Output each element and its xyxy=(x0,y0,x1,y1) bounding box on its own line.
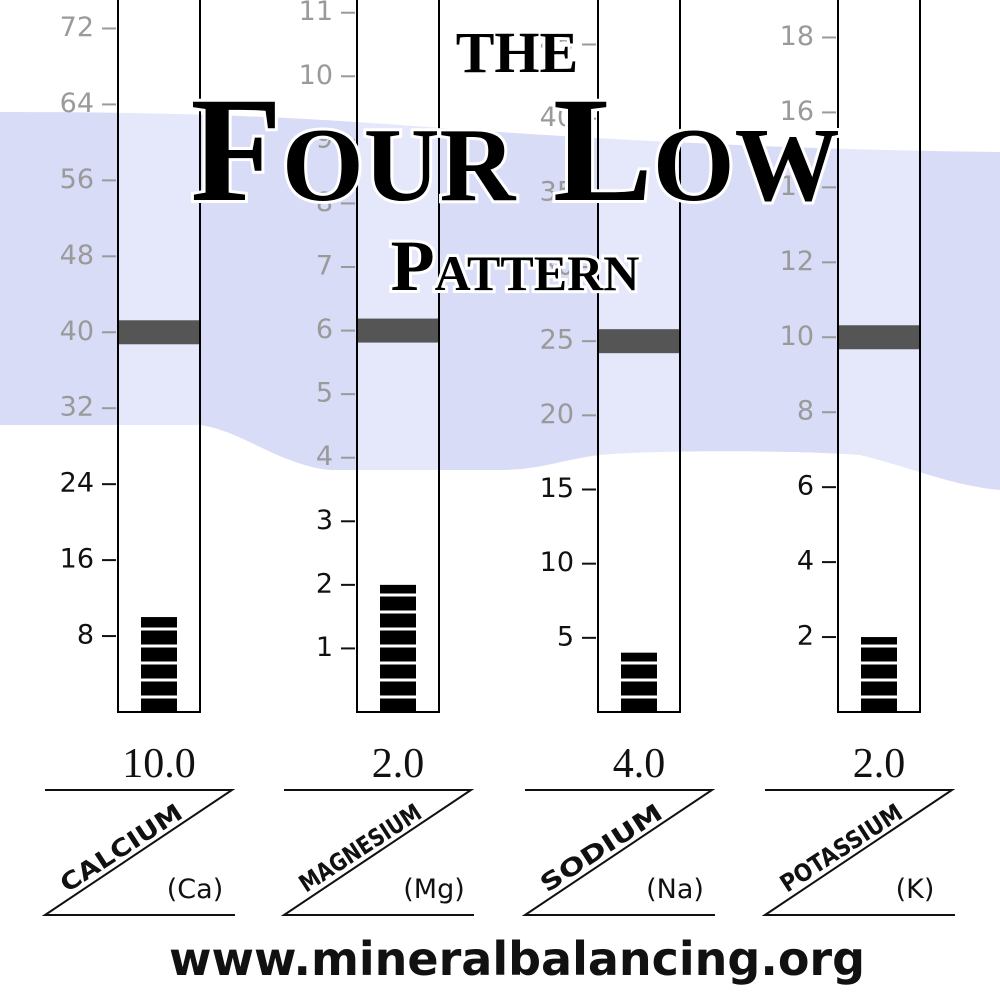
title-main: Four Low xyxy=(190,67,839,233)
mineral-symbol: (Mg) xyxy=(403,874,465,905)
y-tick-label: 15 xyxy=(540,473,574,504)
bar xyxy=(380,584,416,712)
name-frame xyxy=(521,789,716,916)
y-tick-label: 5 xyxy=(316,378,333,409)
y-tick-label: 10 xyxy=(540,547,574,578)
ideal-band xyxy=(119,320,199,345)
value-label: 2.0 xyxy=(853,741,906,787)
y-tick-label: 20 xyxy=(540,399,574,430)
y-tick-label: 4 xyxy=(316,441,333,472)
y-tick-label: 24 xyxy=(60,468,94,499)
y-tick-label: 5 xyxy=(557,621,574,652)
y-tick-label: 12 xyxy=(780,246,814,277)
y-tick-label: 6 xyxy=(797,471,814,502)
name-frame xyxy=(41,789,236,916)
ideal-band xyxy=(358,318,438,343)
y-tick-label: 2 xyxy=(316,568,333,599)
y-tick-label: 48 xyxy=(60,240,94,271)
y-tick-label: 6 xyxy=(316,314,333,345)
y-tick-label: 18 xyxy=(780,21,814,52)
blue-band xyxy=(0,112,1000,490)
name-frame xyxy=(761,789,956,916)
y-tick-label: 40 xyxy=(540,102,574,133)
y-tick-label: 30 xyxy=(540,251,574,282)
y-tick-label: 14 xyxy=(780,171,814,202)
y-tick-label: 16 xyxy=(780,96,814,127)
y-tick-label: 8 xyxy=(316,187,333,218)
y-tick-label: 10 xyxy=(299,60,333,91)
mineral-symbol: (Ca) xyxy=(167,874,223,905)
y-tick-label: 56 xyxy=(60,164,94,195)
y-tick-label: 9 xyxy=(316,123,333,154)
mineral-symbol: (K) xyxy=(896,874,935,905)
y-tick-label: 32 xyxy=(60,392,94,423)
value-label: 10.0 xyxy=(122,741,196,787)
y-tick-label: 40 xyxy=(60,316,94,347)
ideal-band xyxy=(839,325,919,350)
gauge-box xyxy=(597,0,681,713)
y-tick-label: 45 xyxy=(540,28,574,59)
mineral-name: POTASSIUM xyxy=(775,798,908,898)
footer-url: www.mineralbalancing.org xyxy=(169,932,865,986)
title-line: THE xyxy=(456,20,579,85)
y-tick-label: 7 xyxy=(316,251,333,282)
gauge-box xyxy=(837,0,921,713)
y-tick-label: 8 xyxy=(797,396,814,427)
y-tick-label: 4 xyxy=(797,546,814,577)
value-label: 2.0 xyxy=(372,741,425,787)
y-tick-label: 11 xyxy=(299,0,333,27)
gauge-box xyxy=(117,0,201,713)
y-tick-label: 2 xyxy=(797,621,814,652)
y-tick-label: 72 xyxy=(60,12,94,43)
y-tick-label: 35 xyxy=(540,176,574,207)
y-tick-label: 25 xyxy=(540,325,574,356)
y-tick-label: 10 xyxy=(780,321,814,352)
y-tick-label: 3 xyxy=(316,505,333,536)
y-tick-label: 1 xyxy=(316,632,333,663)
mineral-symbol: (Na) xyxy=(646,874,704,905)
title-group: THE Four Low Pattern xyxy=(187,17,842,309)
y-tick-label: 8 xyxy=(77,620,94,651)
value-label: 4.0 xyxy=(613,741,666,787)
y-tick-label: 64 xyxy=(60,88,94,119)
panels: 8162432404856647210.0CALCIUM(Ca)12345678… xyxy=(41,0,956,916)
ideal-band xyxy=(599,329,679,354)
bar xyxy=(861,637,897,712)
title-line: Pattern xyxy=(391,226,640,306)
y-tick-label: 16 xyxy=(60,544,94,575)
name-frame xyxy=(280,789,475,916)
